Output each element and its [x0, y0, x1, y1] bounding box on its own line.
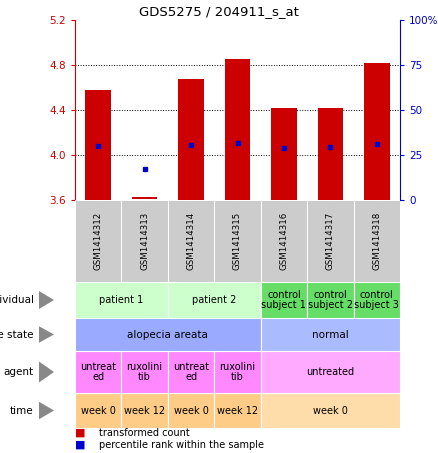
Text: ruxolini
tib: ruxolini tib [219, 361, 255, 382]
Bar [168, 282, 261, 318]
Text: GSM1414316: GSM1414316 [279, 212, 289, 270]
Bar [132, 197, 157, 199]
Bar [75, 351, 121, 393]
Text: patient 1: patient 1 [99, 295, 144, 305]
Text: alopecia areata: alopecia areata [127, 329, 208, 339]
Bar [261, 282, 307, 318]
Text: untreat
ed: untreat ed [80, 361, 116, 382]
Text: GSM1414312: GSM1414312 [94, 212, 103, 270]
Bar [121, 200, 168, 282]
Text: week 0: week 0 [81, 405, 116, 415]
Bar [75, 282, 168, 318]
Polygon shape [39, 402, 54, 419]
Text: control
subject 2: control subject 2 [308, 289, 353, 310]
Text: patient 2: patient 2 [192, 295, 237, 305]
Text: GSM1414314: GSM1414314 [187, 212, 196, 270]
Bar [261, 393, 400, 428]
Polygon shape [39, 291, 54, 309]
Text: GSM1414317: GSM1414317 [326, 212, 335, 270]
Bar [261, 318, 400, 351]
Bar [168, 200, 214, 282]
Text: week 0: week 0 [313, 405, 348, 415]
Bar [75, 318, 261, 351]
Text: GSM1414315: GSM1414315 [233, 212, 242, 270]
Text: control
subject 1: control subject 1 [261, 289, 306, 310]
Bar [178, 78, 204, 200]
Bar [75, 393, 121, 428]
Text: ruxolini
tib: ruxolini tib [127, 361, 162, 382]
Text: control
subject 3: control subject 3 [354, 289, 399, 310]
Text: GSM1414313: GSM1414313 [140, 212, 149, 270]
Bar [85, 90, 111, 200]
Text: agent: agent [4, 367, 34, 377]
Bar [353, 282, 400, 318]
Text: disease state: disease state [0, 329, 34, 339]
Bar [168, 351, 214, 393]
Text: time: time [10, 405, 34, 415]
Bar [307, 200, 353, 282]
Bar [271, 108, 297, 200]
Text: untreat
ed: untreat ed [173, 361, 209, 382]
Text: percentile rank within the sample: percentile rank within the sample [99, 440, 264, 450]
Bar [121, 351, 168, 393]
Bar [214, 200, 261, 282]
Bar [214, 393, 261, 428]
Text: normal: normal [312, 329, 349, 339]
Bar [364, 63, 389, 200]
Bar [75, 200, 121, 282]
Text: week 12: week 12 [217, 405, 258, 415]
Text: week 12: week 12 [124, 405, 165, 415]
Polygon shape [39, 326, 54, 343]
Bar [225, 59, 250, 200]
Text: week 0: week 0 [173, 405, 208, 415]
Text: individual: individual [0, 295, 34, 305]
Bar [168, 393, 214, 428]
Text: untreated: untreated [306, 367, 354, 377]
Text: ■: ■ [75, 428, 85, 438]
Text: transformed count: transformed count [99, 428, 190, 438]
Text: GDS5275 / 204911_s_at: GDS5275 / 204911_s_at [139, 5, 299, 18]
Bar [318, 108, 343, 200]
Bar [353, 200, 400, 282]
Bar [261, 200, 307, 282]
Bar [261, 351, 400, 393]
Text: GSM1414318: GSM1414318 [372, 212, 381, 270]
Bar [121, 393, 168, 428]
Bar [307, 282, 353, 318]
Bar [214, 351, 261, 393]
Polygon shape [39, 361, 54, 382]
Text: ■: ■ [75, 440, 85, 450]
